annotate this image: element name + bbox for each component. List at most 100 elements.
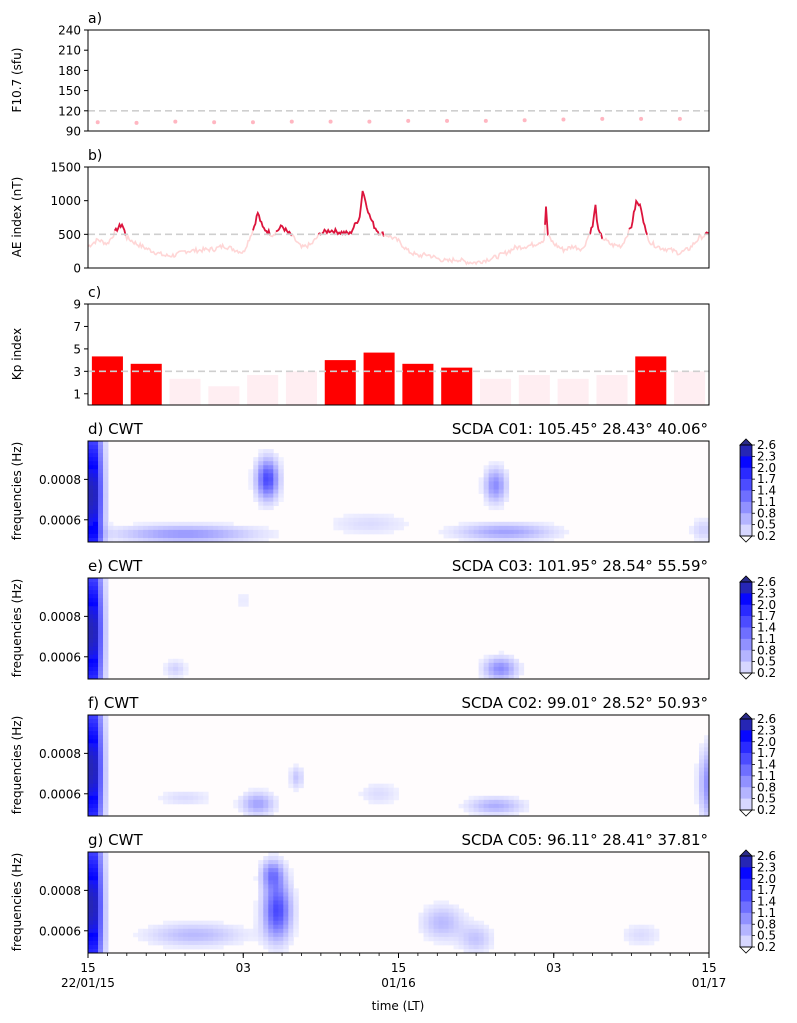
cwt-cell (468, 948, 475, 953)
cwt-cell (93, 501, 99, 507)
cwt-cell (493, 469, 500, 474)
x-tick-date: 01/16 (381, 976, 416, 990)
cwt-cell (88, 449, 94, 454)
cwt-cell (298, 771, 304, 776)
cwt-cell (183, 666, 189, 672)
cwt-cell (103, 795, 109, 801)
cwt-cell (88, 763, 94, 768)
cwt-cell (88, 739, 94, 744)
cwt-cell (193, 529, 199, 535)
cwt-cell (458, 912, 465, 918)
cwt-cell (253, 787, 259, 793)
cwt-cell (98, 449, 104, 454)
cwt-cell (273, 477, 279, 482)
cwt-cell (103, 449, 109, 454)
cwt-cell (623, 928, 630, 934)
kp-bar (169, 378, 201, 405)
cwt-cell (103, 723, 109, 728)
cwt-cell (468, 525, 475, 531)
cwt-cell (278, 880, 284, 885)
f107-point (677, 116, 682, 121)
cwt-cell (213, 932, 219, 938)
cwt-cell (153, 928, 159, 934)
colorbar-segment (740, 616, 752, 628)
cwt-cell (423, 924, 429, 930)
cwt-cell (373, 799, 379, 805)
cwt-cell (213, 940, 219, 946)
cwt-cell (278, 884, 284, 889)
cwt-cell (268, 872, 274, 877)
cwt-cell (273, 469, 279, 474)
cwt-cell (498, 473, 505, 478)
cwt-cell (693, 795, 700, 801)
cwt-cell (248, 932, 254, 938)
cwt-cell (93, 779, 99, 785)
cwt-cell (703, 747, 709, 752)
cwt-cell (93, 723, 99, 728)
cwt-cell (373, 525, 379, 531)
cwt-cell (503, 521, 510, 527)
cwt-cell (648, 928, 655, 934)
cwt-cell (263, 465, 269, 470)
cwt-cell (653, 932, 660, 938)
cwt-cell (448, 932, 454, 938)
cwt-cell (493, 501, 500, 507)
cwt-cell (183, 529, 189, 535)
cwt-cell (258, 940, 264, 946)
cwt-cell (253, 473, 259, 478)
cwt-cell (88, 525, 94, 531)
cwt-cell (703, 517, 709, 523)
cwt-cell (268, 791, 274, 797)
cwt-cell (93, 469, 99, 474)
cwt-cell (98, 501, 104, 507)
cwt-cell (173, 944, 179, 950)
cwt-cell (513, 525, 520, 531)
cwt-cell (88, 876, 94, 881)
cwt-cell (223, 936, 229, 942)
cwt-cell (263, 799, 269, 805)
cwt-cell (268, 803, 274, 809)
cwt-cell (243, 602, 249, 607)
cwt-cell (88, 888, 94, 893)
cwt-cell (208, 928, 214, 934)
cwt-cell (538, 525, 545, 531)
cwt-cell (508, 795, 515, 801)
panel-e-cwt: e) CWT SCDA C03: 101.95° 28.54° 55.59° 0… (10, 557, 776, 680)
cwt-cell (698, 811, 705, 816)
cwt-cell (453, 940, 459, 946)
cwt-cell (88, 505, 94, 511)
cwt-cell (468, 799, 475, 805)
cwt-cell (628, 924, 635, 930)
cwt-cell (263, 908, 269, 913)
cwt-cell (88, 529, 94, 535)
cwt-cell (258, 936, 264, 942)
cwt-cell (443, 912, 449, 918)
cwt-cell (243, 594, 249, 599)
cwt-cell (253, 485, 259, 490)
cwt-cell (243, 928, 249, 934)
cwt-cell (233, 529, 239, 535)
cwt-cell (93, 916, 99, 922)
cwt-cell (93, 525, 99, 531)
cwt-cell (93, 920, 99, 926)
cwt-cell (88, 457, 94, 462)
cwt-cell (228, 940, 234, 946)
ae-series-below-threshold (88, 230, 116, 248)
cwt-cell (503, 537, 510, 542)
cwt-cell (263, 864, 269, 869)
cwt-cell (268, 477, 274, 482)
cwt-cell (268, 928, 274, 934)
cwt-cell (368, 529, 374, 535)
cwt-cell (268, 904, 274, 909)
cwt-cell (258, 485, 264, 490)
cwt-cell (98, 481, 104, 486)
cwt-cell (93, 642, 99, 648)
cwt-cell (198, 944, 204, 950)
cwt-cell (258, 880, 264, 885)
cwt-cell (193, 944, 199, 950)
cwt-cell (158, 521, 164, 527)
cwt-cell (258, 481, 264, 486)
cwt-cell (263, 807, 269, 813)
cwt-cell (173, 924, 179, 930)
